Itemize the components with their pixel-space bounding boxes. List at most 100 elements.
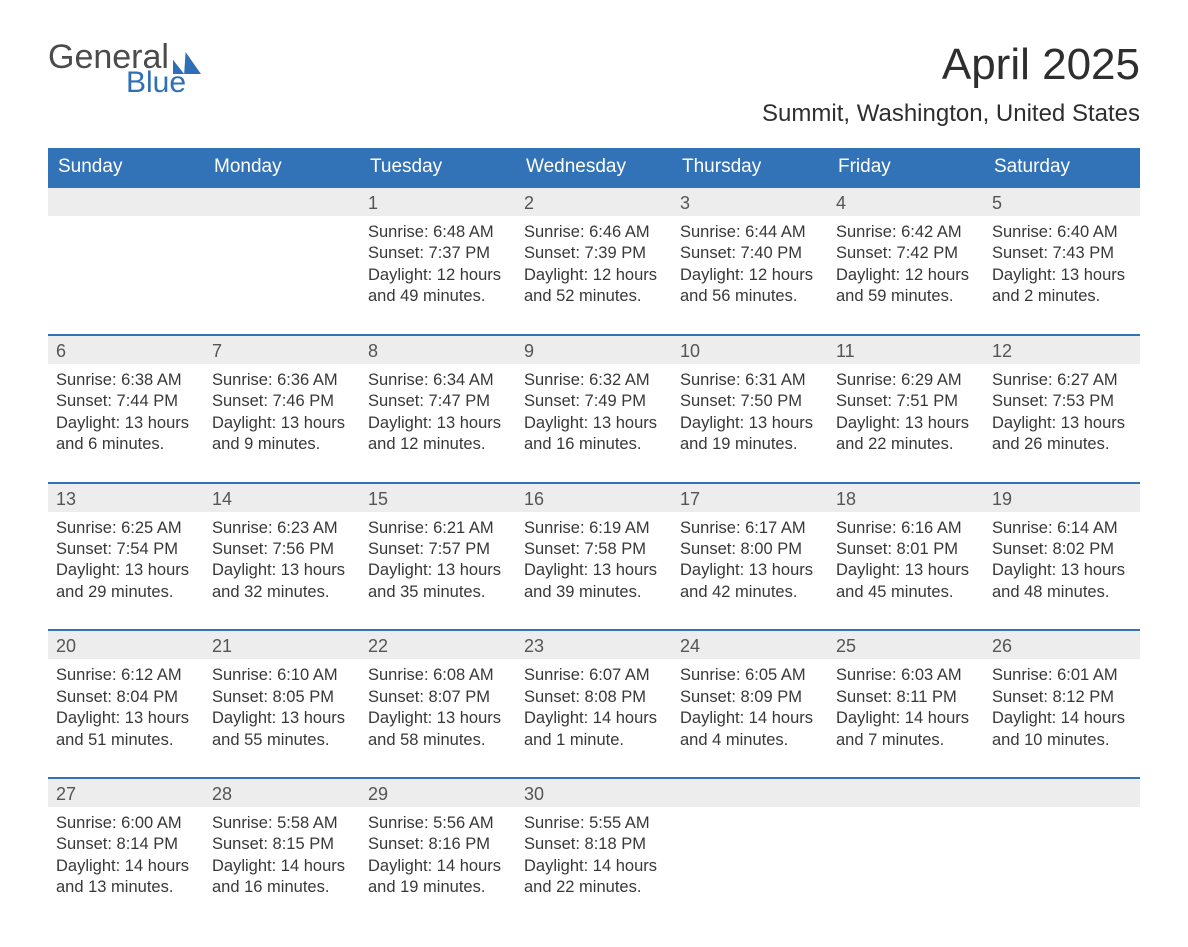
day-number: 7 (204, 336, 360, 364)
day-cell: 28Sunrise: 5:58 AMSunset: 8:15 PMDayligh… (204, 779, 360, 907)
daylight-line: Daylight: 13 hours and 48 minutes. (992, 560, 1132, 603)
sunset-line: Sunset: 7:53 PM (992, 391, 1132, 412)
week-row: 27Sunrise: 6:00 AMSunset: 8:14 PMDayligh… (48, 777, 1140, 907)
day-number (672, 779, 828, 807)
day-cell: 27Sunrise: 6:00 AMSunset: 8:14 PMDayligh… (48, 779, 204, 907)
daylight-line: Daylight: 14 hours and 1 minute. (524, 708, 664, 751)
day-number: 26 (984, 631, 1140, 659)
sunrise-line: Sunrise: 6:42 AM (836, 222, 976, 243)
day-cell: 17Sunrise: 6:17 AMSunset: 8:00 PMDayligh… (672, 484, 828, 612)
day-empty (672, 779, 828, 907)
sunrise-line: Sunrise: 6:44 AM (680, 222, 820, 243)
sunrise-line: Sunrise: 6:48 AM (368, 222, 508, 243)
daylight-line: Daylight: 13 hours and 45 minutes. (836, 560, 976, 603)
sunrise-line: Sunrise: 6:31 AM (680, 370, 820, 391)
day-number: 18 (828, 484, 984, 512)
sunset-line: Sunset: 7:46 PM (212, 391, 352, 412)
sunrise-line: Sunrise: 6:14 AM (992, 518, 1132, 539)
day-empty (984, 779, 1140, 907)
day-number: 11 (828, 336, 984, 364)
daylight-line: Daylight: 12 hours and 56 minutes. (680, 265, 820, 308)
day-cell: 15Sunrise: 6:21 AMSunset: 7:57 PMDayligh… (360, 484, 516, 612)
day-cell: 6Sunrise: 6:38 AMSunset: 7:44 PMDaylight… (48, 336, 204, 464)
daylight-line: Daylight: 13 hours and 12 minutes. (368, 413, 508, 456)
day-cell: 23Sunrise: 6:07 AMSunset: 8:08 PMDayligh… (516, 631, 672, 759)
sunset-line: Sunset: 8:07 PM (368, 687, 508, 708)
day-number (984, 779, 1140, 807)
daylight-line: Daylight: 13 hours and 39 minutes. (524, 560, 664, 603)
day-number (48, 188, 204, 216)
daylight-line: Daylight: 13 hours and 29 minutes. (56, 560, 196, 603)
sunset-line: Sunset: 8:08 PM (524, 687, 664, 708)
day-number: 29 (360, 779, 516, 807)
sunset-line: Sunset: 7:39 PM (524, 243, 664, 264)
sunset-line: Sunset: 8:04 PM (56, 687, 196, 708)
weekday-header-row: SundayMondayTuesdayWednesdayThursdayFrid… (48, 148, 1140, 186)
day-number: 25 (828, 631, 984, 659)
day-number: 24 (672, 631, 828, 659)
daylight-line: Daylight: 12 hours and 59 minutes. (836, 265, 976, 308)
day-number: 20 (48, 631, 204, 659)
day-cell: 10Sunrise: 6:31 AMSunset: 7:50 PMDayligh… (672, 336, 828, 464)
sunrise-line: Sunrise: 6:29 AM (836, 370, 976, 391)
weekday-wednesday: Wednesday (516, 148, 672, 186)
sunset-line: Sunset: 7:42 PM (836, 243, 976, 264)
day-number: 9 (516, 336, 672, 364)
sunrise-line: Sunrise: 6:19 AM (524, 518, 664, 539)
sunset-line: Sunset: 8:12 PM (992, 687, 1132, 708)
day-cell: 22Sunrise: 6:08 AMSunset: 8:07 PMDayligh… (360, 631, 516, 759)
day-number (828, 779, 984, 807)
page-title: April 2025 (762, 40, 1140, 90)
daylight-line: Daylight: 13 hours and 42 minutes. (680, 560, 820, 603)
day-cell: 3Sunrise: 6:44 AMSunset: 7:40 PMDaylight… (672, 188, 828, 316)
daylight-line: Daylight: 13 hours and 55 minutes. (212, 708, 352, 751)
daylight-line: Daylight: 14 hours and 4 minutes. (680, 708, 820, 751)
day-number: 13 (48, 484, 204, 512)
day-cell: 2Sunrise: 6:46 AMSunset: 7:39 PMDaylight… (516, 188, 672, 316)
brand-word1-row: General (48, 40, 201, 74)
day-cell: 26 Sunrise: 6:01 AMSunset: 8:12 PMDayligh… (984, 631, 1140, 759)
daylight-line: Daylight: 13 hours and 22 minutes. (836, 413, 976, 456)
calendar: SundayMondayTuesdayWednesdayThursdayFrid… (48, 148, 1140, 907)
day-number: 8 (360, 336, 516, 364)
daylight-line: Daylight: 13 hours and 35 minutes. (368, 560, 508, 603)
daylight-line: Daylight: 14 hours and 10 minutes. (992, 708, 1132, 751)
day-cell: 21Sunrise: 6:10 AMSunset: 8:05 PMDayligh… (204, 631, 360, 759)
day-number: 6 (48, 336, 204, 364)
daylight-line: Daylight: 13 hours and 16 minutes. (524, 413, 664, 456)
daylight-line: Daylight: 14 hours and 16 minutes. (212, 856, 352, 899)
sunset-line: Sunset: 8:15 PM (212, 834, 352, 855)
sunrise-line: Sunrise: 6:05 AM (680, 665, 820, 686)
day-number: 15 (360, 484, 516, 512)
day-number: 30 (516, 779, 672, 807)
day-number: 1 (360, 188, 516, 216)
day-cell: 12Sunrise: 6:27 AMSunset: 7:53 PMDayligh… (984, 336, 1140, 464)
day-number: 28 (204, 779, 360, 807)
sunset-line: Sunset: 7:40 PM (680, 243, 820, 264)
sunset-line: Sunset: 8:05 PM (212, 687, 352, 708)
daylight-line: Daylight: 13 hours and 58 minutes. (368, 708, 508, 751)
daylight-line: Daylight: 13 hours and 6 minutes. (56, 413, 196, 456)
day-cell: 24Sunrise: 6:05 AMSunset: 8:09 PMDayligh… (672, 631, 828, 759)
sunrise-line: Sunrise: 6:01 AM (992, 665, 1132, 686)
sunrise-line: Sunrise: 6:46 AM (524, 222, 664, 243)
week-row: 1Sunrise: 6:48 AMSunset: 7:37 PMDaylight… (48, 186, 1140, 316)
day-empty (828, 779, 984, 907)
sunset-line: Sunset: 7:47 PM (368, 391, 508, 412)
daylight-line: Daylight: 13 hours and 51 minutes. (56, 708, 196, 751)
daylight-line: Daylight: 14 hours and 7 minutes. (836, 708, 976, 751)
sunrise-line: Sunrise: 6:36 AM (212, 370, 352, 391)
sunrise-line: Sunrise: 5:56 AM (368, 813, 508, 834)
sunset-line: Sunset: 8:01 PM (836, 539, 976, 560)
day-cell: 30Sunrise: 5:55 AMSunset: 8:18 PMDayligh… (516, 779, 672, 907)
day-number: 22 (360, 631, 516, 659)
day-cell: 19Sunrise: 6:14 AMSunset: 8:02 PMDayligh… (984, 484, 1140, 612)
sunrise-line: Sunrise: 6:10 AM (212, 665, 352, 686)
weekday-saturday: Saturday (984, 148, 1140, 186)
day-empty (204, 188, 360, 316)
sunrise-line: Sunrise: 6:23 AM (212, 518, 352, 539)
day-cell: 25Sunrise: 6:03 AMSunset: 8:11 PMDayligh… (828, 631, 984, 759)
sunset-line: Sunset: 7:49 PM (524, 391, 664, 412)
day-cell: 14Sunrise: 6:23 AMSunset: 7:56 PMDayligh… (204, 484, 360, 612)
day-number: 10 (672, 336, 828, 364)
